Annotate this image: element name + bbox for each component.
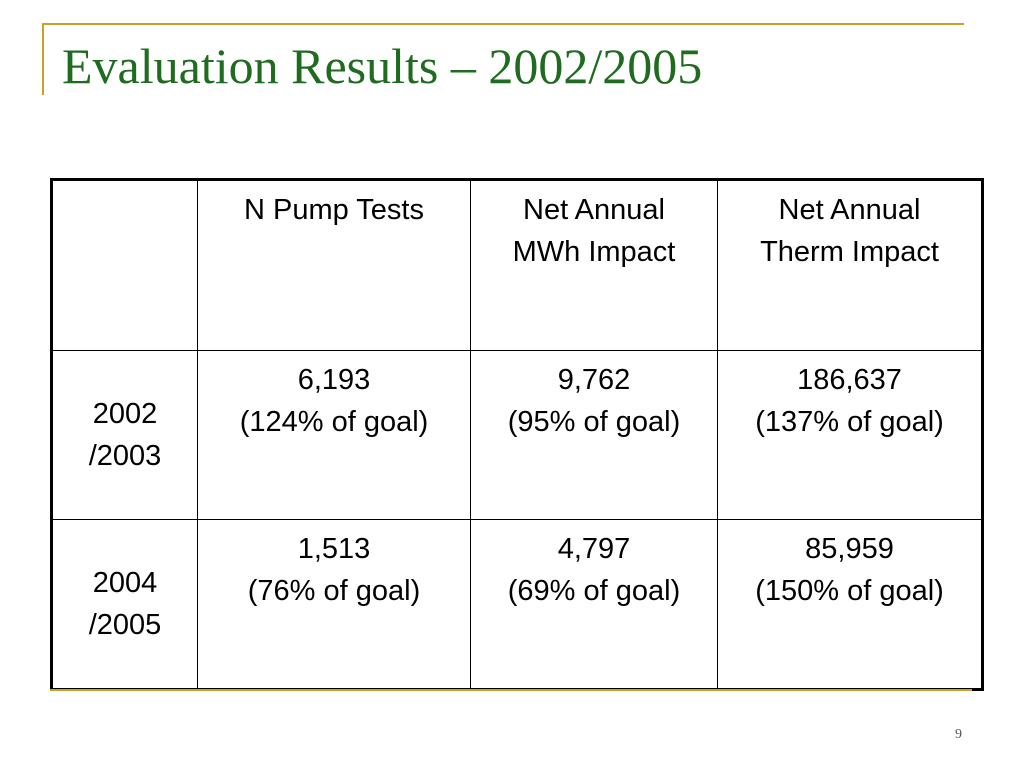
page-number: 9: [955, 727, 962, 742]
cell-value: 4,797: [557, 533, 631, 565]
cell-value: 6,193: [297, 364, 371, 396]
pump-tests-cell: 6,193 (124% of goal): [197, 350, 471, 520]
cell-goal-percent: (150% of goal): [755, 575, 944, 607]
mwh-impact-cell: 9,762 (95% of goal): [470, 350, 718, 520]
slide-title: Evaluation Results – 2002/2005: [62, 38, 703, 94]
results-table-container: N Pump Tests Net Annual MWh Impact Net A…: [50, 178, 984, 691]
cell-value: 9,762: [557, 364, 631, 396]
title-frame-left-rule: [42, 23, 44, 95]
therm-impact-cell: 186,637 (137% of goal): [717, 350, 983, 520]
header-corner-cell: [51, 179, 198, 351]
cell-value: 85,959: [805, 533, 894, 565]
cell-goal-percent: (76% of goal): [247, 575, 421, 607]
table-bottom-gold-rule: [50, 689, 972, 691]
cell-goal-percent: (95% of goal): [507, 406, 681, 438]
cell-goal-percent: (137% of goal): [755, 406, 944, 438]
header-text: Net Annual: [523, 194, 665, 226]
row-label-text: /2003: [88, 440, 162, 472]
header-cell-pump-tests: N Pump Tests: [197, 179, 471, 351]
row-label-cell: 2002 /2003: [51, 350, 198, 520]
header-text: N Pump Tests: [244, 194, 424, 226]
header-text: Therm Impact: [760, 236, 939, 268]
cell-value: 186,637: [797, 364, 902, 396]
cell-goal-percent: (69% of goal): [507, 575, 681, 607]
therm-impact-cell: 85,959 (150% of goal): [717, 519, 983, 690]
row-label-text: /2005: [88, 609, 162, 641]
title-frame-top-rule: [42, 23, 964, 25]
mwh-impact-cell: 4,797 (69% of goal): [470, 519, 718, 690]
header-text: MWh Impact: [512, 236, 676, 268]
table-row: 2004 /2005 1,513 (76% of goal) 4,797 (69…: [51, 519, 983, 690]
cell-goal-percent: (124% of goal): [239, 406, 429, 438]
table-row: 2002 /2003 6,193 (124% of goal) 9,762 (9…: [51, 350, 983, 520]
pump-tests-cell: 1,513 (76% of goal): [197, 519, 471, 690]
cell-value: 1,513: [297, 533, 371, 565]
row-label-text: 2002: [92, 398, 158, 430]
results-table: N Pump Tests Net Annual MWh Impact Net A…: [50, 178, 984, 691]
header-cell-therm-impact: Net Annual Therm Impact: [717, 179, 983, 351]
row-label-cell: 2004 /2005: [51, 519, 198, 690]
header-cell-mwh-impact: Net Annual MWh Impact: [470, 179, 718, 351]
header-text: Net Annual: [778, 194, 921, 226]
table-header-row: N Pump Tests Net Annual MWh Impact Net A…: [51, 179, 983, 351]
row-label-text: 2004: [92, 567, 158, 599]
